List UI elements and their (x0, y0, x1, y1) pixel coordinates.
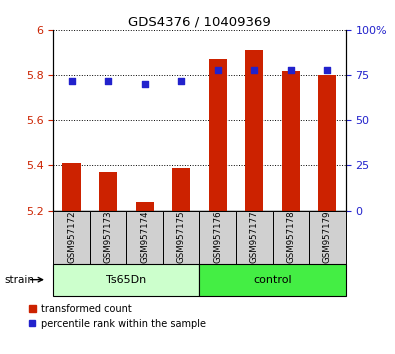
Point (251, 67, 258, 73)
Text: Ts65Dn: Ts65Dn (106, 275, 147, 285)
Text: GSM957174: GSM957174 (140, 211, 149, 263)
Title: GDS4376 / 10409369: GDS4376 / 10409369 (128, 16, 271, 29)
Bar (309, 211, 346, 264)
Point (178, 78, 184, 84)
Bar (163, 211, 199, 264)
Text: GSM957175: GSM957175 (177, 211, 186, 263)
Bar (99, 172, 117, 211)
Text: GSM957173: GSM957173 (103, 211, 113, 263)
Bar (126, 211, 163, 264)
Bar (90, 211, 126, 264)
Bar (172, 168, 190, 211)
Text: GSM957178: GSM957178 (286, 211, 295, 263)
Bar (282, 71, 300, 211)
Text: GSM957177: GSM957177 (250, 211, 259, 263)
Bar (209, 59, 227, 211)
Bar (53, 211, 90, 264)
Point (214, 67, 221, 73)
Bar (53, 264, 199, 296)
Bar (199, 211, 236, 264)
Bar (62, 163, 81, 211)
Point (68, 78, 75, 84)
Point (324, 67, 331, 73)
Bar (245, 50, 263, 211)
Bar (199, 264, 346, 296)
Legend: transformed count, percentile rank within the sample: transformed count, percentile rank withi… (28, 304, 206, 329)
Text: GSM957179: GSM957179 (323, 211, 332, 263)
Text: GSM957176: GSM957176 (213, 211, 222, 263)
Text: control: control (253, 275, 292, 285)
Bar (135, 201, 154, 211)
Point (288, 67, 294, 73)
Text: GSM957172: GSM957172 (67, 211, 76, 263)
Text: strain: strain (4, 275, 34, 285)
Point (141, 81, 148, 87)
Bar (236, 211, 273, 264)
Point (105, 78, 111, 84)
Bar (273, 211, 309, 264)
Bar (318, 75, 337, 211)
